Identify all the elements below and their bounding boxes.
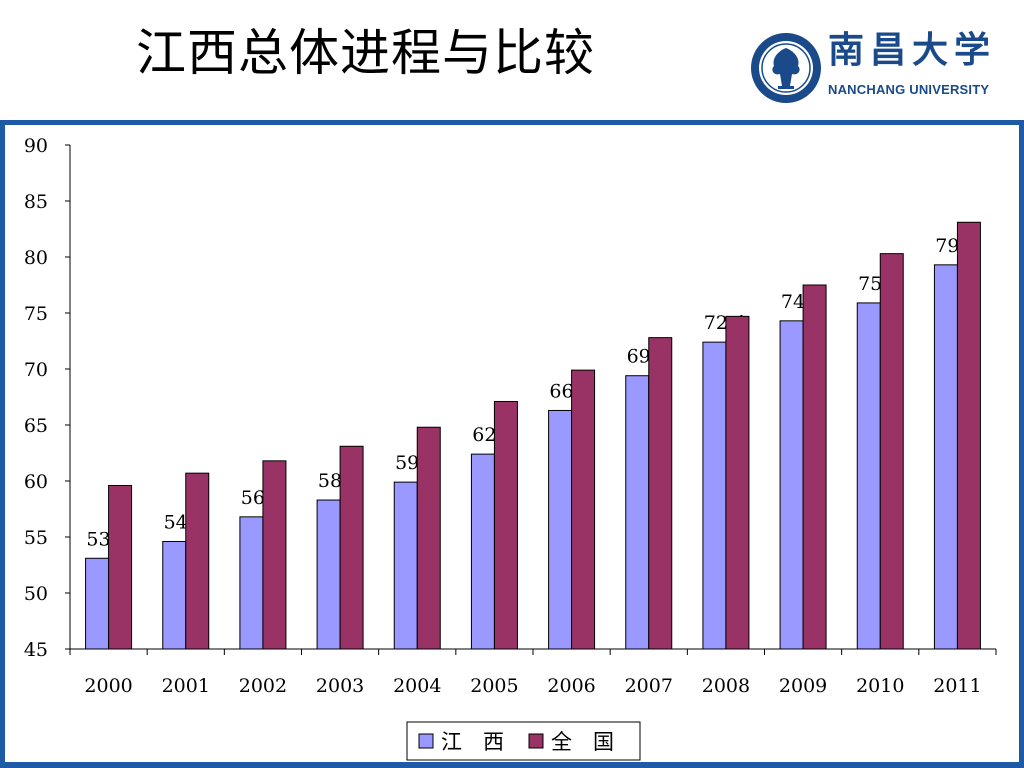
legend-label-jiangxi: 江 西	[441, 730, 504, 754]
bar-jiangxi	[933, 264, 958, 650]
x-tick-label: 2008	[702, 675, 750, 697]
y-tick-label: 85	[24, 191, 48, 213]
university-logo: 南昌大学 NANCHANG UNIVERSITY	[748, 30, 998, 110]
bar-national	[108, 484, 133, 650]
x-tick-label: 2003	[316, 675, 364, 697]
slide-header: 江西总体进程与比较 南昌大学 NANCHANG UNIVERSITY	[0, 0, 1024, 120]
bar-national	[416, 426, 441, 650]
university-name-cn: 南昌大学	[828, 29, 997, 71]
bar-jiangxi	[85, 557, 110, 650]
x-tick-label: 2004	[393, 675, 441, 697]
bar-jiangxi	[239, 516, 264, 650]
x-tick-label: 2007	[625, 675, 673, 697]
y-tick-label: 80	[24, 247, 48, 269]
y-tick-label: 50	[24, 583, 48, 605]
x-tick-label: 2002	[239, 675, 287, 697]
x-tick-label: 2011	[933, 675, 981, 697]
y-tick-label: 70	[24, 359, 48, 381]
y-tick-label: 65	[24, 415, 48, 437]
y-tick-label: 75	[24, 303, 48, 325]
bar-national	[339, 445, 364, 650]
x-tick-label: 2009	[779, 675, 827, 697]
x-tick-label: 2006	[547, 675, 595, 697]
bar-national	[725, 315, 750, 650]
bar-jiangxi	[702, 341, 727, 650]
bar-national	[879, 253, 904, 650]
bar-national	[648, 337, 673, 650]
x-tick-label: 2000	[84, 675, 132, 697]
bar-jiangxi	[162, 540, 187, 650]
chart-frame: 45 50 55 60 65 70 75 80 85 90 53.1 2000 54.6 2001 56.8…	[0, 120, 1024, 768]
y-tick-label: 60	[24, 471, 48, 493]
university-name-en: NANCHANG UNIVERSITY	[828, 82, 990, 97]
university-seal-icon	[751, 33, 821, 103]
bar-jiangxi	[393, 481, 418, 650]
bar-chart: 4550556065707580859053.1200054.6200156.8…	[24, 135, 997, 761]
y-tick-label: 55	[24, 527, 48, 549]
bar-national	[185, 472, 210, 650]
legend-swatch-national	[528, 733, 544, 749]
legend-label-national: 全 国	[551, 730, 614, 754]
bar-jiangxi	[548, 409, 573, 650]
bar-national	[802, 284, 827, 650]
legend-box	[406, 721, 641, 761]
bar-jiangxi	[470, 453, 495, 650]
bar-national	[493, 400, 518, 650]
bar-national	[571, 369, 596, 650]
bar-jiangxi	[625, 375, 650, 650]
y-tick-label: 90	[24, 135, 48, 157]
bar-national	[956, 221, 981, 650]
bar-national	[262, 460, 287, 650]
legend-swatch-jiangxi	[418, 733, 434, 749]
bar-jiangxi	[856, 302, 881, 650]
x-tick-label: 2005	[470, 675, 518, 697]
y-tick-label: 45	[24, 639, 48, 661]
x-tick-label: 2010	[856, 675, 904, 697]
slide-title: 江西总体进程与比较	[136, 24, 595, 82]
bar-jiangxi	[316, 499, 341, 650]
bar-jiangxi	[779, 320, 804, 650]
x-tick-label: 2001	[162, 675, 210, 697]
